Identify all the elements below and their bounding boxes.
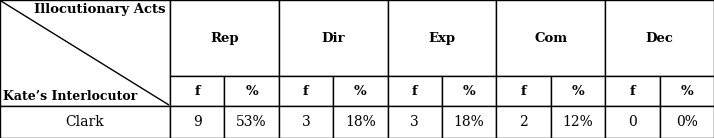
Text: 18%: 18% <box>454 115 485 129</box>
Bar <box>170 0 278 76</box>
Text: f: f <box>630 84 635 98</box>
Text: 0: 0 <box>628 115 637 129</box>
Text: %: % <box>245 84 258 98</box>
Bar <box>605 106 660 138</box>
Bar <box>170 76 224 106</box>
Text: f: f <box>303 84 308 98</box>
Bar <box>170 106 224 138</box>
Bar <box>605 0 714 76</box>
Bar <box>550 106 605 138</box>
Text: Kate’s Interlocutor: Kate’s Interlocutor <box>3 90 137 103</box>
Text: Rep: Rep <box>210 31 238 45</box>
Bar <box>278 106 333 138</box>
Bar <box>333 76 388 106</box>
Text: 3: 3 <box>301 115 311 129</box>
Bar <box>388 0 496 76</box>
Text: Clark: Clark <box>66 115 104 129</box>
Bar <box>496 0 605 76</box>
Text: Dir: Dir <box>321 31 345 45</box>
Bar <box>442 76 496 106</box>
Bar <box>0 0 170 106</box>
Bar <box>550 76 605 106</box>
Bar <box>278 76 333 106</box>
Bar <box>496 106 550 138</box>
Bar <box>660 76 714 106</box>
Bar <box>0 106 170 138</box>
Text: f: f <box>521 84 526 98</box>
Bar <box>388 76 442 106</box>
Bar <box>224 106 278 138</box>
Bar <box>496 76 550 106</box>
Bar <box>605 76 660 106</box>
Text: %: % <box>572 84 584 98</box>
Text: 2: 2 <box>519 115 528 129</box>
Bar <box>224 76 278 106</box>
Bar <box>388 106 442 138</box>
Text: %: % <box>354 84 367 98</box>
Text: 53%: 53% <box>236 115 267 129</box>
Text: %: % <box>463 84 476 98</box>
Bar <box>278 0 388 76</box>
Bar <box>442 106 496 138</box>
Text: 0%: 0% <box>676 115 698 129</box>
Text: %: % <box>680 84 693 98</box>
Text: 12%: 12% <box>563 115 593 129</box>
Text: f: f <box>412 84 418 98</box>
Text: 9: 9 <box>193 115 201 129</box>
Bar <box>333 106 388 138</box>
Text: 3: 3 <box>411 115 419 129</box>
Text: f: f <box>194 84 200 98</box>
Bar <box>660 106 714 138</box>
Text: Exp: Exp <box>428 31 456 45</box>
Text: Com: Com <box>534 31 568 45</box>
Text: 18%: 18% <box>345 115 376 129</box>
Text: Illocutionary Acts: Illocutionary Acts <box>34 3 166 16</box>
Text: Dec: Dec <box>645 31 673 45</box>
